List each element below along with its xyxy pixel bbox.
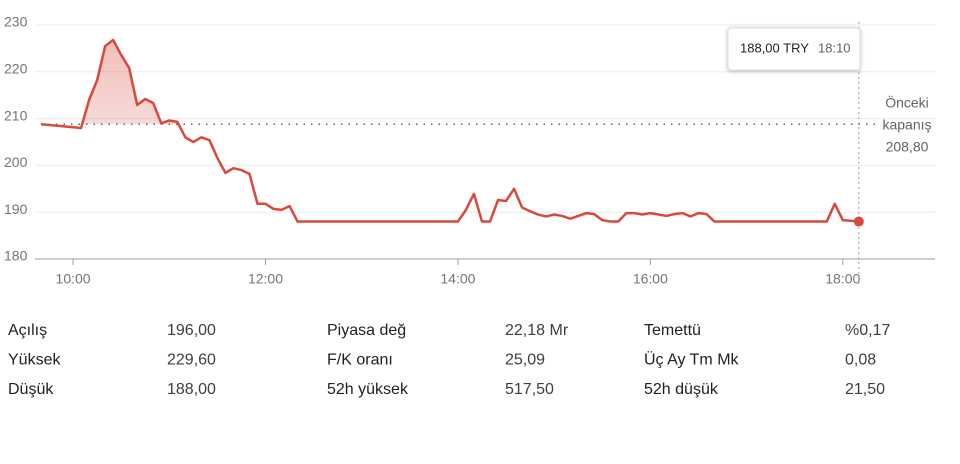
stat-value: %0,17 [845,322,890,339]
stat-label: Piyasa değ [327,322,406,339]
stat-value: 0,08 [845,352,876,369]
tooltip-time: 18:10 [818,40,851,55]
x-tick-label: 10:00 [56,271,91,287]
stat-value: 25,09 [505,352,545,369]
price-line [40,38,859,223]
reference-text: Önceki [885,94,929,111]
y-tick-label: 210 [4,107,28,123]
stat-value: 21,50 [845,381,885,398]
stat-label: 52h yüksek [327,381,409,398]
stat-label: 52h düşük [644,381,719,398]
stat-value: 188,00 [167,381,216,398]
stat-value: 517,50 [505,381,554,398]
tooltip-box [727,27,861,71]
current-point [853,216,864,227]
stat-label: Temettü [644,322,701,339]
y-tick-label: 200 [4,154,28,170]
y-tick-label: 180 [4,248,28,264]
stat-label: F/K oranı [327,352,393,369]
y-tick-label: 190 [4,201,28,217]
stat-label: Düşük [8,381,54,398]
reference-text: kapanış [882,117,931,133]
stat-label: Yüksek [8,352,61,369]
area-fill [41,39,859,125]
y-tick-label: 230 [4,14,28,30]
x-tick-label: 12:00 [248,271,283,287]
stat-value: 196,00 [167,322,216,339]
stat-value: 229,60 [167,352,216,369]
y-tick-label: 220 [4,61,28,77]
x-tick-label: 14:00 [440,271,475,287]
reference-value: 208,80 [886,139,929,155]
stat-label: Açılış [8,322,47,339]
tooltip-price: 188,00 TRY [740,40,809,55]
stat-label: Üç Ay Tm Mk [644,351,740,369]
x-tick-label: 16:00 [633,271,668,287]
x-tick-label: 18:00 [825,271,860,287]
stat-value: 22,18 Mr [505,322,569,339]
